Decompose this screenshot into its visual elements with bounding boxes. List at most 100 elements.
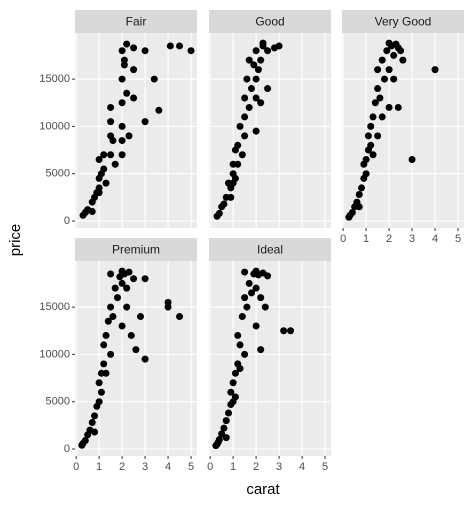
point (176, 42, 184, 50)
point (114, 294, 122, 302)
y-tick-label: 0 (64, 443, 70, 455)
point (102, 179, 110, 187)
point (118, 122, 126, 130)
point (141, 118, 149, 126)
point (390, 75, 398, 83)
point (264, 272, 272, 280)
point (107, 103, 115, 111)
panel (209, 261, 331, 456)
y-tick-label: 10000 (39, 120, 70, 132)
point (245, 56, 253, 64)
point (248, 85, 256, 93)
x-tick-label: 1 (363, 233, 369, 245)
point (360, 160, 368, 168)
point (374, 85, 382, 93)
point (374, 66, 382, 74)
point (123, 303, 131, 311)
point (125, 268, 133, 276)
point (225, 409, 233, 417)
point (229, 379, 237, 387)
point (81, 436, 89, 444)
points (345, 39, 439, 221)
x-tick-label: 1 (230, 461, 236, 473)
x-tick-label: 4 (299, 461, 305, 473)
y-tick-label: 10000 (39, 348, 70, 360)
point (215, 209, 223, 217)
point (130, 94, 138, 102)
point (107, 151, 115, 159)
point (248, 289, 256, 297)
point (141, 275, 149, 283)
point (118, 137, 126, 145)
point (234, 331, 242, 339)
point (369, 113, 377, 121)
point (252, 322, 260, 330)
x-tick-label: 0 (340, 233, 346, 245)
point (287, 327, 295, 335)
point (243, 75, 251, 83)
point (231, 369, 239, 377)
strip (209, 238, 331, 261)
point (408, 155, 416, 163)
point (109, 137, 117, 145)
y-tick-label: 5000 (46, 168, 70, 180)
point (125, 132, 133, 140)
point (371, 99, 379, 107)
point (259, 39, 267, 47)
point (243, 303, 251, 311)
point (132, 346, 140, 354)
point (252, 284, 260, 292)
point (257, 99, 265, 107)
point (220, 200, 228, 208)
point (275, 42, 283, 50)
point (252, 94, 260, 102)
x-tick-label: 4 (165, 461, 171, 473)
x-tick-label: 2 (253, 461, 259, 473)
point (104, 317, 112, 325)
y-tick-label: 15000 (39, 73, 70, 85)
point (222, 434, 230, 442)
points (213, 39, 283, 220)
point (234, 160, 242, 168)
point (364, 132, 372, 140)
points (79, 40, 195, 219)
point (130, 66, 138, 74)
x-tick-label: 0 (207, 461, 213, 473)
x-tick-label: 5 (455, 233, 461, 245)
x-tick-label: 5 (322, 461, 328, 473)
x-tick-label: 3 (142, 461, 148, 473)
point (95, 189, 103, 197)
point (155, 106, 163, 114)
point (118, 322, 126, 330)
point (227, 388, 235, 396)
point (378, 113, 386, 121)
y-tick-label: 0 (64, 215, 70, 227)
point (102, 369, 110, 377)
point (150, 75, 158, 83)
point (355, 191, 363, 199)
strip-label: Premium (112, 243, 160, 257)
point (241, 294, 249, 302)
point (385, 103, 393, 111)
y-tick-label: 5000 (46, 396, 70, 408)
point (231, 393, 239, 401)
point (250, 61, 258, 69)
point (355, 203, 363, 211)
point (109, 313, 117, 321)
strip-label: Very Good (375, 15, 432, 29)
x-tick-label: 5 (188, 461, 194, 473)
point (236, 122, 244, 130)
point (381, 75, 389, 83)
point (257, 346, 265, 354)
point (187, 47, 195, 55)
point (252, 127, 260, 135)
x-tick-label: 0 (73, 461, 79, 473)
point (222, 417, 230, 425)
point (95, 155, 103, 163)
point (107, 118, 115, 126)
point (111, 284, 119, 292)
point (130, 275, 138, 283)
x-tick-label: 2 (119, 461, 125, 473)
point (91, 412, 99, 420)
point (241, 268, 249, 276)
